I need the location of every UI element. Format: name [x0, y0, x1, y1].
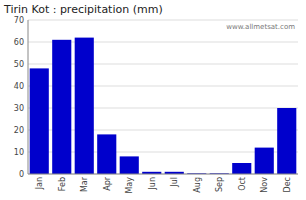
y-tick-label: 60	[14, 38, 24, 47]
x-tick-label: Aug	[193, 177, 202, 193]
x-tick-label: Jul	[170, 177, 179, 188]
y-tick-label: 70	[14, 16, 24, 25]
x-tick-label: Jun	[148, 177, 157, 191]
bar	[232, 163, 251, 174]
bar	[30, 68, 49, 174]
x-tick-label: Nov	[260, 177, 269, 193]
y-tick-label: 10	[14, 148, 24, 157]
bar	[255, 148, 274, 174]
chart-svg: Tirin Kot : precipitation (mm) 0 10 20 30 40 5…	[0, 0, 306, 200]
x-tick-label: Feb	[58, 177, 67, 191]
x-tick-label: May	[125, 177, 134, 194]
chart-container: Tirin Kot : precipitation (mm) 0 10 20 30 40 5…	[0, 0, 306, 200]
title: Tirin Kot : precipitation (mm)	[3, 3, 163, 16]
x-tick-label: Oct	[238, 177, 247, 191]
grid-line	[28, 20, 298, 21]
y-tick-label: 30	[14, 104, 24, 113]
y-tick-label: 0	[19, 170, 24, 179]
y-tick-label: 50	[14, 60, 24, 69]
y-axis-line	[28, 20, 29, 174]
bar	[52, 40, 71, 174]
x-tick-label: Apr	[103, 176, 112, 191]
y-tick-label: 20	[14, 126, 24, 135]
x-axis-line	[28, 174, 298, 175]
annotation: www.allmetsat.com	[226, 23, 295, 31]
bar	[97, 134, 116, 174]
y-tick-label: 40	[14, 82, 24, 91]
bars	[30, 38, 297, 174]
bar	[75, 38, 94, 174]
grid-line	[28, 174, 298, 175]
x-tick-label: Dec	[283, 177, 292, 192]
x-tick-label: Mar	[80, 176, 89, 192]
x-tick-label: Sep	[215, 177, 224, 192]
bar	[120, 156, 139, 174]
bar	[277, 108, 296, 174]
x-tick-label: Jan	[35, 177, 44, 190]
